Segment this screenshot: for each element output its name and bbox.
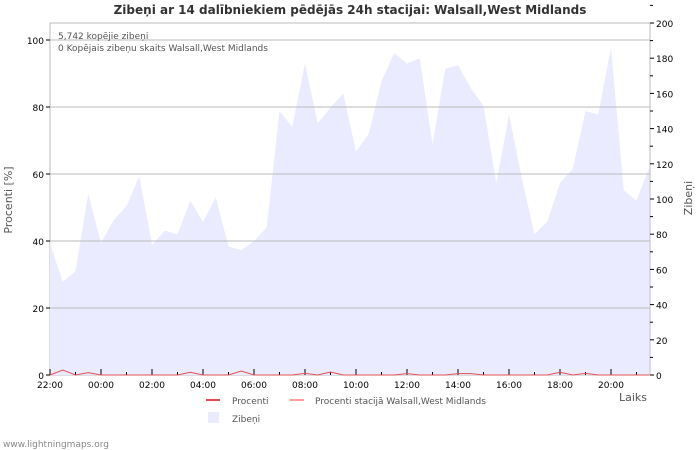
x-tick-label: 12:00 <box>394 381 420 391</box>
legend-swatch-station <box>290 399 304 401</box>
y-left-tick-label: 60 <box>33 171 45 181</box>
line-series-procenti <box>49 369 650 376</box>
legend-zibeni: Zibeņi <box>232 415 260 425</box>
annotation-total: 5,742 kopējie zibeņi <box>58 32 148 42</box>
x-tick-label: 02:00 <box>139 381 165 391</box>
legend-procenti: Procenti <box>232 397 269 407</box>
y-left-tick-label: 20 <box>33 305 45 315</box>
y-right-tick-label: 40 <box>656 302 668 312</box>
y-left-tick-label: 100 <box>27 37 44 47</box>
y-left-tick-label: 40 <box>33 238 45 248</box>
x-tick-label: 06:00 <box>241 381 267 391</box>
y-left-tick-label: 80 <box>33 104 45 114</box>
y-right-tick-label: 120 <box>656 161 673 171</box>
legend-swatch-procenti <box>206 399 220 401</box>
y-right-tick-label: 180 <box>656 55 673 65</box>
y-right-tick-label: 0 <box>656 372 662 382</box>
y-left-tick-label: 0 <box>38 372 44 382</box>
watermark: www.lightningmaps.org <box>3 440 109 450</box>
legend-swatch-zibeni <box>208 412 219 423</box>
x-tick-label: 00:00 <box>88 381 114 391</box>
chart-title: Zibeņi ar 14 dalībniekiem pēdējās 24h st… <box>114 3 587 17</box>
y-right-label: Zibeņi <box>682 181 695 215</box>
y-right-tick-label: 20 <box>656 337 668 347</box>
legend-station: Procenti stacijā Walsall,West Midlands <box>315 397 486 407</box>
x-tick-label: 18:00 <box>547 381 573 391</box>
y-right-tick-label: 60 <box>656 266 668 276</box>
x-tick-label: 22:00 <box>37 381 63 391</box>
y-right-tick-label: 100 <box>656 196 673 206</box>
x-tick-label: 08:00 <box>292 381 318 391</box>
x-tick-label: 04:00 <box>190 381 216 391</box>
y-right-tick-label: 140 <box>656 126 673 136</box>
y-right-tick-label: 160 <box>656 90 673 100</box>
y-left-label: Procenti [%] <box>2 166 15 233</box>
area-series-zibeni <box>50 47 650 375</box>
annotation-station: 0 Kopējais zibeņu skaits Walsall,West Mi… <box>58 44 268 54</box>
x-tick-label: 10:00 <box>343 381 369 391</box>
x-label: Laiks <box>619 391 647 404</box>
x-tick-label: 20:00 <box>598 381 624 391</box>
y-right-tick-label: 80 <box>656 231 668 241</box>
y-right-tick-label: 200 <box>656 20 673 30</box>
x-tick-label: 16:00 <box>496 381 522 391</box>
x-tick-label: 14:00 <box>445 381 471 391</box>
